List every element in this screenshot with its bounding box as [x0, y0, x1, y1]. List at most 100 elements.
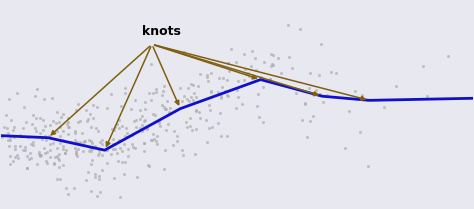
Point: [128, 134, 136, 137]
Point: [84, 170, 92, 173]
Point: [223, 93, 231, 96]
Point: [95, 175, 103, 178]
Point: [109, 137, 117, 140]
Point: [194, 84, 201, 87]
Point: [109, 142, 117, 145]
Point: [218, 134, 225, 137]
Point: [91, 175, 99, 178]
Point: [103, 149, 110, 152]
Point: [207, 71, 215, 75]
Point: [11, 148, 19, 151]
Point: [153, 134, 161, 138]
Point: [196, 116, 204, 120]
Point: [41, 98, 48, 101]
Point: [98, 153, 106, 156]
Point: [31, 126, 39, 129]
Point: [175, 102, 182, 105]
Point: [315, 73, 323, 76]
Point: [88, 125, 95, 128]
Point: [24, 135, 32, 139]
Point: [140, 149, 148, 152]
Point: [240, 52, 248, 55]
Point: [62, 149, 69, 152]
Point: [190, 83, 197, 87]
Point: [203, 141, 210, 144]
Point: [64, 120, 72, 124]
Point: [142, 118, 149, 122]
Point: [223, 134, 231, 138]
Point: [33, 88, 40, 91]
Point: [192, 110, 200, 113]
Point: [63, 186, 70, 190]
Point: [43, 138, 50, 141]
Point: [296, 27, 304, 31]
Point: [72, 147, 79, 150]
Point: [53, 155, 60, 158]
Point: [160, 106, 167, 109]
Point: [178, 149, 186, 152]
Point: [44, 150, 51, 154]
Point: [85, 139, 92, 142]
Point: [259, 85, 267, 89]
Point: [87, 140, 94, 143]
Point: [207, 95, 215, 99]
Point: [55, 121, 63, 124]
Point: [173, 139, 181, 143]
Point: [266, 77, 274, 80]
Point: [89, 148, 96, 151]
Point: [76, 141, 83, 144]
Point: [150, 137, 157, 141]
Point: [83, 119, 91, 122]
Point: [46, 123, 54, 126]
Point: [146, 164, 153, 167]
Point: [23, 167, 30, 170]
Point: [55, 153, 63, 156]
Point: [0, 125, 8, 129]
Point: [186, 116, 194, 120]
Point: [176, 87, 183, 90]
Point: [180, 94, 188, 98]
Point: [78, 131, 85, 134]
Point: [120, 143, 128, 146]
Point: [59, 112, 66, 116]
Point: [56, 177, 64, 181]
Point: [116, 139, 123, 142]
Point: [2, 113, 9, 117]
Point: [258, 75, 265, 79]
Point: [116, 126, 123, 129]
Point: [161, 149, 168, 152]
Point: [121, 134, 129, 138]
Point: [225, 69, 233, 73]
Point: [215, 91, 222, 94]
Point: [245, 74, 253, 77]
Point: [74, 147, 82, 151]
Point: [38, 137, 46, 140]
Point: [244, 71, 252, 74]
Point: [95, 148, 103, 152]
Point: [50, 161, 58, 164]
Point: [82, 178, 90, 182]
Point: [36, 155, 44, 158]
Point: [27, 156, 35, 159]
Point: [36, 153, 44, 156]
Point: [27, 152, 34, 155]
Point: [252, 68, 259, 72]
Point: [124, 147, 131, 151]
Point: [32, 94, 39, 97]
Point: [43, 161, 50, 165]
Point: [178, 99, 185, 103]
Point: [124, 154, 132, 158]
Point: [35, 150, 43, 154]
Point: [227, 47, 234, 51]
Point: [259, 120, 267, 123]
Point: [46, 135, 54, 138]
Point: [219, 77, 227, 80]
Point: [180, 154, 187, 157]
Point: [221, 89, 228, 92]
Point: [102, 148, 110, 151]
Point: [253, 104, 260, 107]
Point: [107, 152, 115, 155]
Point: [190, 98, 197, 101]
Point: [161, 84, 168, 88]
Point: [183, 126, 191, 129]
